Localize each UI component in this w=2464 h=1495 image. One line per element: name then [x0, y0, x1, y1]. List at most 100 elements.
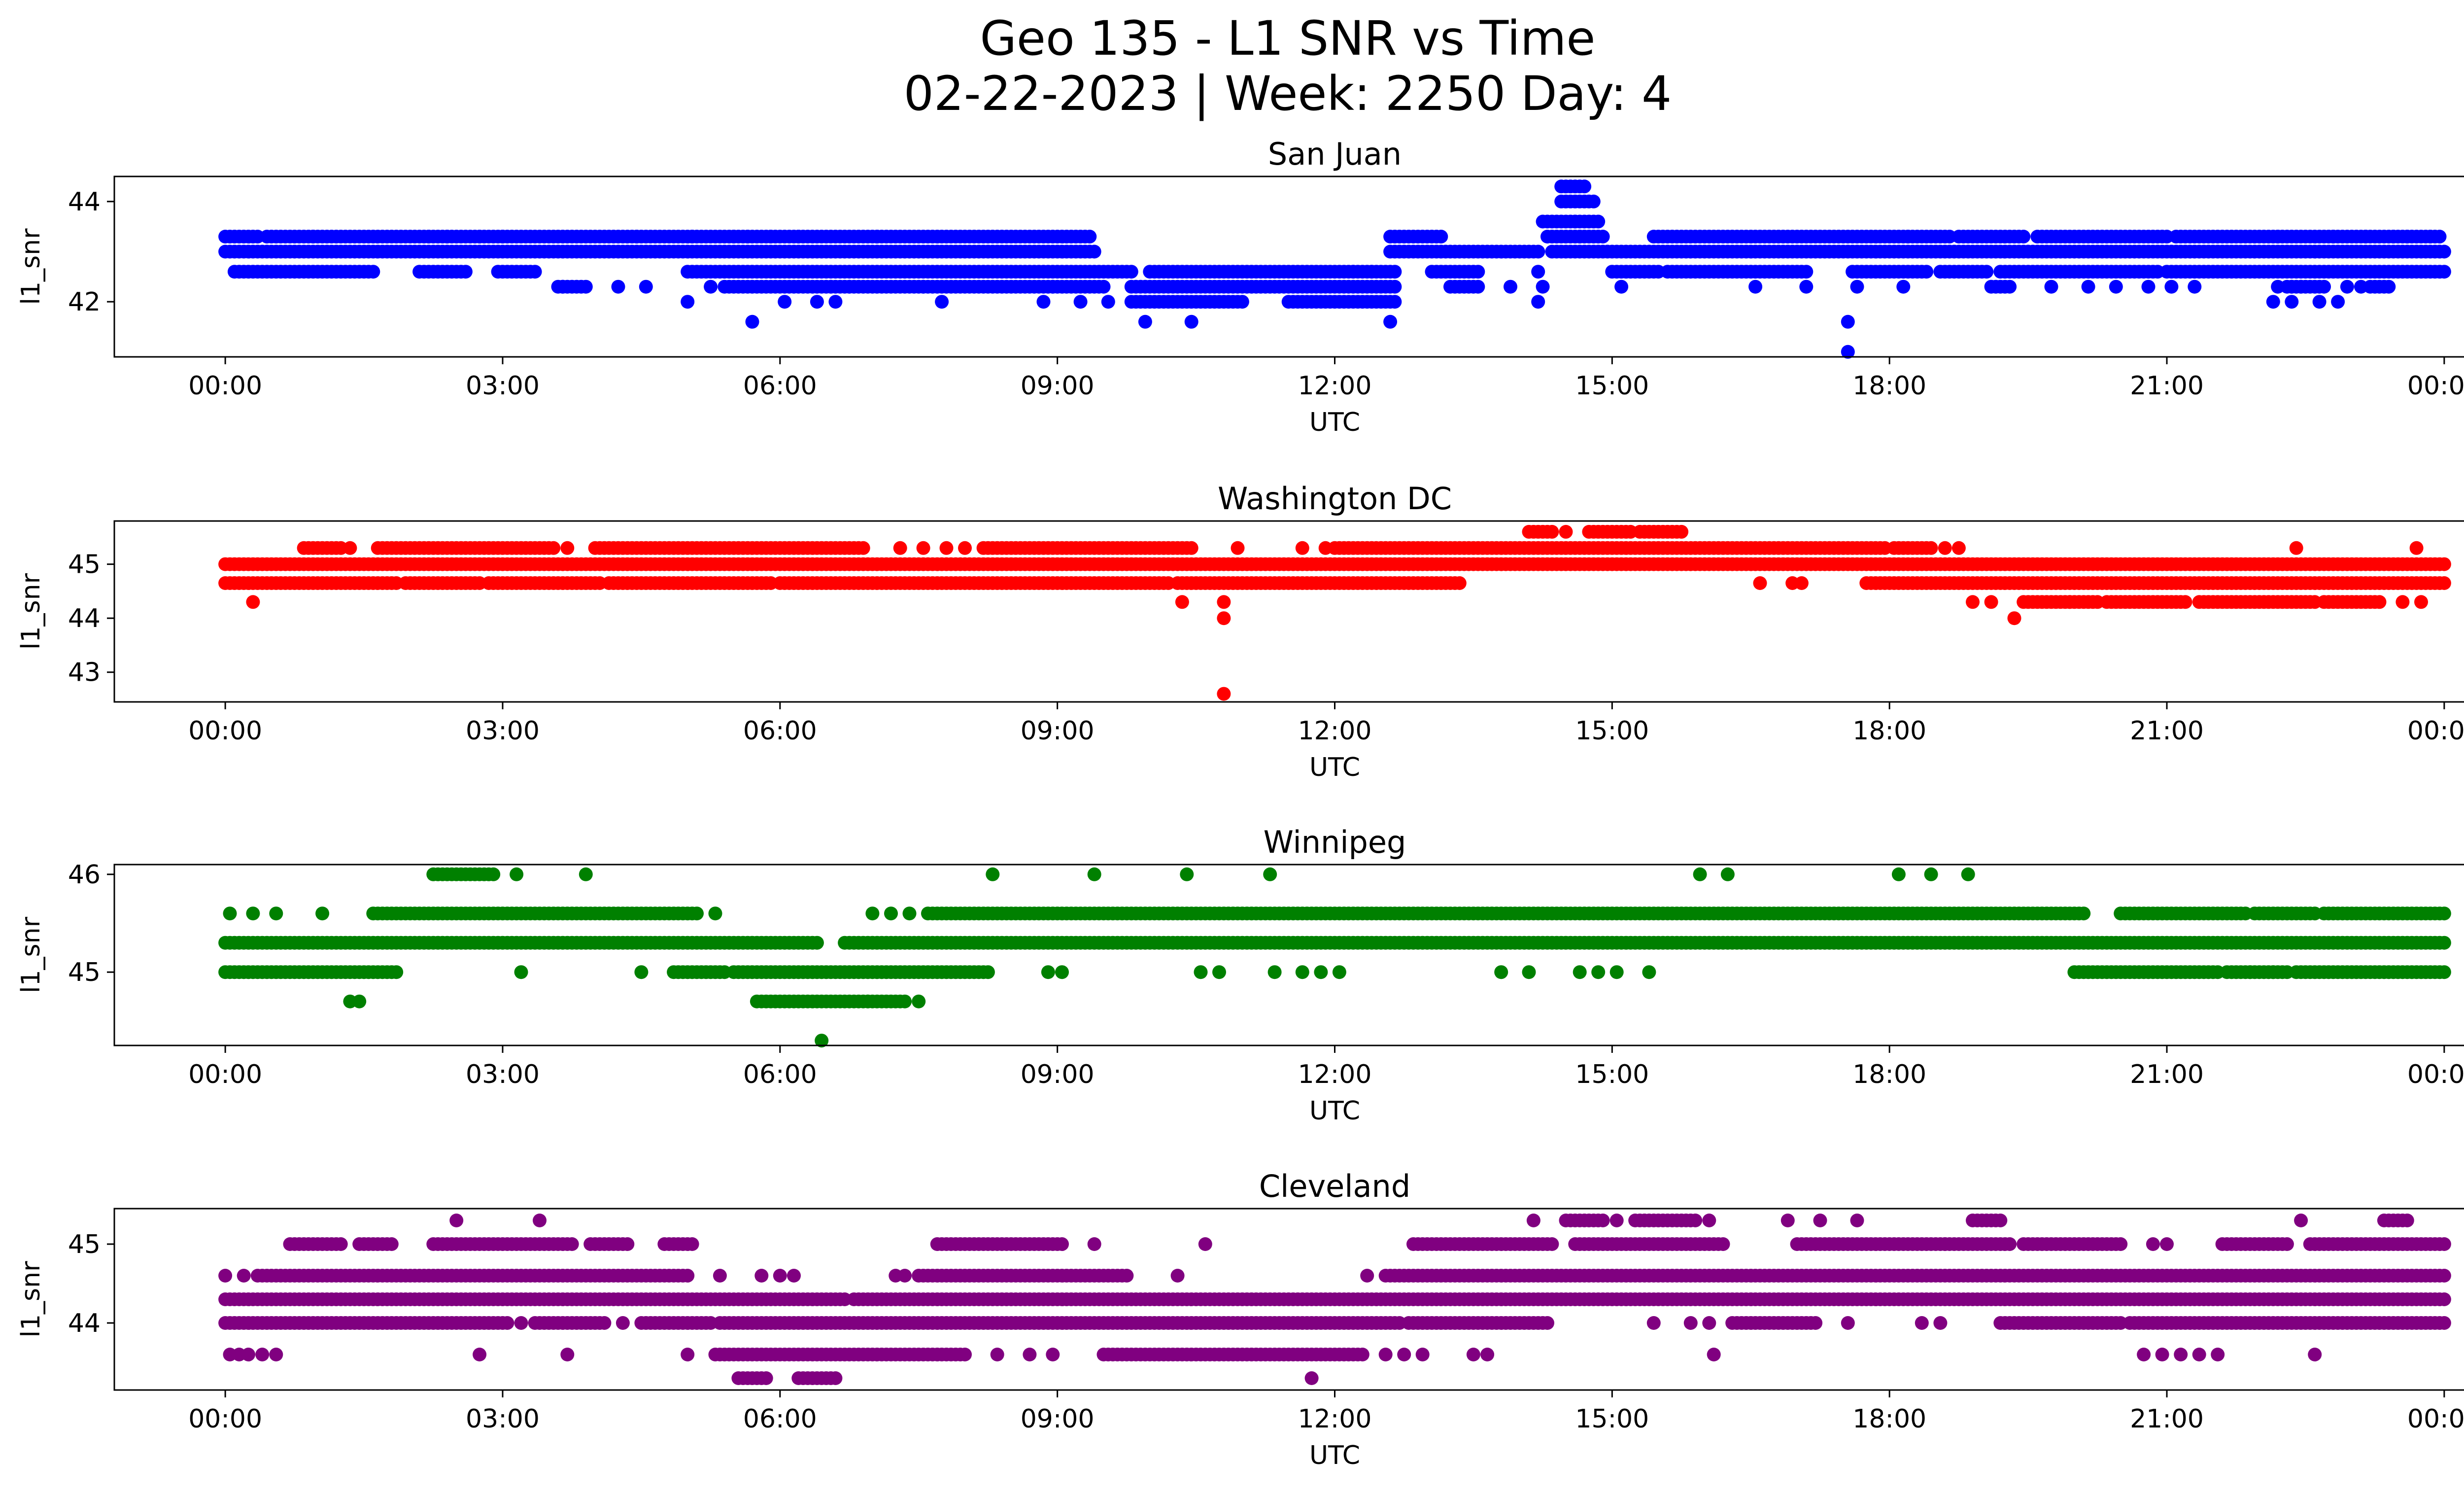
data-point	[1184, 541, 1198, 555]
data-point	[2437, 1269, 2451, 1283]
data-point	[1794, 576, 1809, 590]
data-point	[2271, 230, 2285, 243]
data-point	[421, 230, 436, 243]
data-point	[2437, 906, 2451, 921]
data-point	[1591, 214, 1606, 229]
data-point	[2437, 244, 2451, 259]
data-point	[1055, 965, 1069, 979]
x-tick-label: 15:00	[1575, 371, 1649, 401]
data-point	[1591, 965, 1606, 979]
data-point	[2437, 936, 2451, 950]
data-point	[902, 906, 917, 921]
data-point	[514, 965, 528, 979]
data-point	[1901, 230, 1915, 243]
data-point	[2188, 279, 2202, 294]
x-tick-label: 03:00	[466, 1060, 540, 1089]
data-point	[1573, 230, 1587, 243]
x-tick-label: 06:00	[743, 371, 817, 401]
x-axis-label: UTC	[1309, 753, 1360, 782]
data-point	[2354, 279, 2368, 294]
data-point	[2400, 230, 2414, 243]
data-point	[510, 867, 524, 881]
data-point	[2109, 279, 2123, 294]
data-point	[2331, 295, 2345, 309]
data-point	[1036, 295, 1051, 309]
data-point	[916, 541, 930, 555]
data-point	[741, 230, 755, 243]
data-point	[1212, 965, 1226, 979]
data-point	[1083, 230, 1097, 243]
data-point	[2317, 279, 2331, 294]
data-point	[639, 279, 653, 294]
data-point	[1642, 965, 1656, 979]
data-point	[1388, 279, 1402, 294]
x-axis-label: UTC	[1309, 1096, 1360, 1126]
data-point	[1919, 265, 1934, 279]
data-point	[2164, 279, 2179, 294]
data-point	[2063, 595, 2077, 609]
data-point	[2003, 279, 2017, 294]
data-point	[366, 265, 380, 279]
x-tick-label: 00:00	[188, 716, 262, 746]
data-point	[2437, 576, 2451, 590]
data-point	[2294, 279, 2308, 294]
x-axis-label: UTC	[1309, 408, 1360, 437]
data-point	[1235, 295, 1249, 309]
data-point	[1573, 965, 1587, 979]
washington-dc-points	[218, 524, 2451, 701]
data-point	[2396, 595, 2410, 609]
data-point	[1267, 965, 1282, 979]
data-point	[898, 994, 912, 1008]
data-point	[1346, 265, 1360, 279]
data-point	[1175, 595, 1189, 609]
data-point	[1318, 541, 1333, 555]
figure-title-line-2: 02-22-2023 | Week: 2250 Day: 4	[903, 66, 1672, 121]
data-point	[1434, 230, 1448, 243]
data-point	[547, 541, 561, 555]
data-point	[1120, 1269, 1134, 1283]
data-point	[1096, 279, 1111, 294]
data-point	[597, 1316, 612, 1330]
data-point	[458, 265, 473, 279]
data-point	[842, 279, 856, 294]
data-point	[246, 595, 260, 609]
y-axis-label: l1_snr	[16, 573, 46, 650]
y-tick-label: 44	[68, 187, 101, 217]
x-tick-label: 00:00	[2407, 371, 2464, 401]
data-point	[1577, 179, 1592, 194]
data-point	[898, 1269, 912, 1283]
data-point	[1536, 279, 1550, 294]
data-point	[496, 230, 510, 243]
panel-san-juan: 00:00 03:00 06:00 09:00 12:00 15:00 18:00 21:00…	[16, 136, 2464, 437]
data-point	[1633, 524, 1647, 539]
data-point	[579, 867, 593, 881]
data-point	[778, 295, 792, 309]
data-point	[440, 230, 454, 243]
panel-winnipeg: 00:00 03:00 06:00 09:00 12:00 15:00 18:00 21:00…	[16, 824, 2464, 1126]
data-point	[2007, 611, 2021, 626]
data-point	[1332, 965, 1346, 979]
data-point	[856, 541, 870, 555]
data-point	[1471, 265, 1485, 279]
x-tick-label: 09:00	[1021, 716, 1095, 746]
data-point	[916, 279, 930, 294]
data-point	[690, 906, 704, 921]
y-tick-label: 43	[68, 658, 101, 688]
data-point	[473, 230, 487, 243]
data-point	[1753, 576, 1767, 590]
x-tick-label: 03:00	[466, 716, 540, 746]
data-point	[754, 1269, 769, 1283]
data-point	[2409, 541, 2424, 555]
data-point	[1124, 265, 1138, 279]
data-point	[1388, 295, 1402, 309]
panel-washington-dc: 00:00 03:00 06:00 09:00 12:00 15:00 18:00 21:00…	[16, 481, 2464, 782]
data-point	[218, 1269, 233, 1283]
data-point	[1924, 867, 1938, 881]
data-point	[1101, 295, 1115, 309]
data-point	[1194, 965, 1208, 979]
x-tick-label: 15:00	[1575, 716, 1649, 746]
x-tick-label: 00:00	[188, 1060, 262, 1089]
data-point	[824, 279, 838, 294]
data-point	[1170, 1269, 1185, 1283]
data-point	[1984, 595, 1998, 609]
